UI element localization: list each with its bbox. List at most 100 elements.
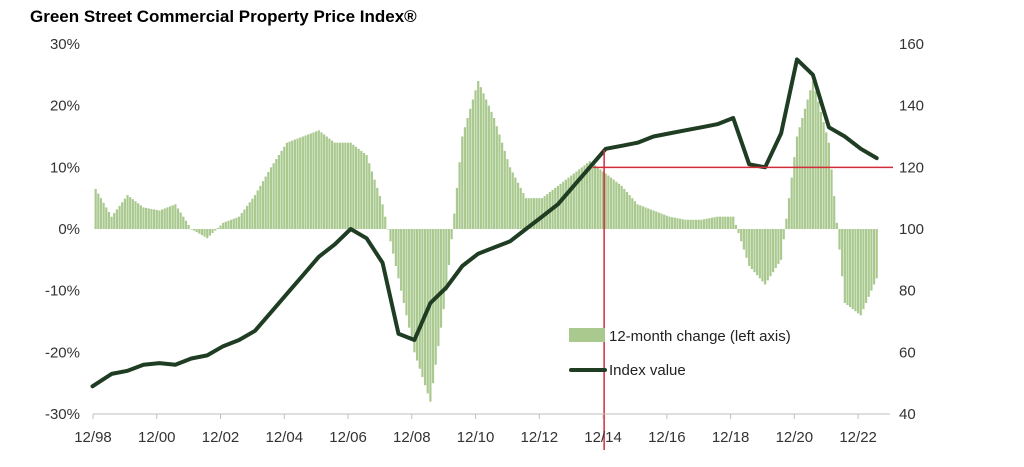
- bar-12-month-change: [532, 198, 536, 229]
- bar-12-month-change: [501, 142, 504, 229]
- bar-12-month-change: [328, 138, 331, 229]
- bar-12-month-change: [206, 229, 209, 239]
- bar-12-month-change: [293, 139, 296, 229]
- bar-12-month-change: [288, 141, 291, 229]
- bar-12-month-change: [862, 229, 865, 310]
- bar-12-month-change: [849, 229, 852, 308]
- bar-12-month-change: [309, 133, 312, 229]
- bar-12-month-change: [240, 213, 243, 229]
- bar-12-month-change: [200, 229, 204, 236]
- bar-12-month-change: [378, 196, 382, 229]
- bar-12-month-change: [774, 229, 777, 269]
- bar-12-month-change: [121, 202, 124, 229]
- bar-12-month-change: [575, 171, 578, 229]
- bar-12-month-change: [506, 159, 509, 229]
- right-axis-tick-label: 140: [899, 98, 924, 115]
- left-axis-tick-label: -30%: [45, 406, 80, 423]
- bar-12-month-change: [184, 220, 188, 229]
- x-axis-tick-label: 12/02: [202, 429, 240, 446]
- bar-12-month-change: [649, 209, 652, 229]
- bar-12-month-change: [795, 136, 799, 229]
- bar-12-month-change: [272, 163, 275, 229]
- bar-12-month-change: [275, 159, 278, 229]
- bar-12-month-change: [668, 216, 671, 229]
- bar-12-month-change: [176, 208, 180, 229]
- bar-12-month-change: [453, 213, 456, 229]
- x-axis-tick-label: 12/06: [329, 429, 367, 446]
- bar-12-month-change: [450, 229, 453, 240]
- bar-12-month-change: [748, 229, 751, 266]
- bar-12-month-change: [657, 212, 660, 229]
- bar-12-month-change: [269, 167, 273, 229]
- bar-12-month-change: [628, 195, 631, 229]
- bar-12-month-change: [219, 225, 222, 229]
- bar-12-month-change: [354, 146, 358, 229]
- bar-12-month-change: [790, 177, 793, 229]
- bar-12-month-change: [413, 229, 416, 353]
- bar-12-month-change: [716, 216, 719, 229]
- bar-12-month-change: [461, 136, 464, 229]
- bar-12-month-change: [195, 229, 198, 233]
- bar-12-month-change: [402, 229, 405, 303]
- bar-12-month-change: [609, 177, 613, 229]
- bar-12-month-change: [771, 229, 775, 273]
- bar-12-month-change: [562, 181, 565, 229]
- bar-12-month-change: [625, 192, 629, 229]
- bar-12-month-change: [307, 134, 310, 229]
- bar-12-month-change: [718, 216, 722, 229]
- bar-12-month-change: [280, 150, 283, 229]
- bar-12-month-change: [620, 185, 623, 229]
- bar-12-month-change: [822, 122, 825, 229]
- bar-12-month-change: [761, 229, 764, 282]
- bar-12-month-change: [97, 193, 100, 229]
- left-axis-tick-label: -10%: [45, 283, 80, 300]
- bar-12-month-change: [673, 217, 676, 229]
- bar-12-month-change: [708, 218, 711, 229]
- bar-12-month-change: [323, 134, 326, 229]
- bar-12-month-change: [586, 163, 589, 229]
- x-axis-tick-label: 12/16: [648, 429, 686, 446]
- bar-12-month-change: [601, 171, 605, 229]
- right-axis-tick-label: 120: [899, 159, 924, 176]
- bar-12-month-change: [556, 185, 560, 229]
- bar-12-month-change: [493, 118, 496, 229]
- bar-12-month-change: [593, 165, 597, 229]
- bar-12-month-change: [259, 185, 262, 229]
- bar-12-month-change: [835, 222, 838, 229]
- bar-12-month-change: [230, 219, 233, 229]
- bar-12-month-change: [158, 210, 161, 229]
- bar-12-month-change: [123, 198, 126, 229]
- left-axis-tick-label: -20%: [45, 344, 80, 361]
- bar-12-month-change: [854, 229, 857, 312]
- bar-12-month-change: [341, 142, 344, 229]
- bar-12-month-change: [522, 193, 525, 229]
- bar-12-month-change: [431, 229, 435, 384]
- bar-12-month-change: [809, 90, 812, 229]
- bar-12-month-change: [296, 138, 299, 229]
- bar-12-month-change: [660, 213, 663, 229]
- x-axis-tick-label: 12/20: [776, 429, 814, 446]
- bar-12-month-change: [190, 229, 193, 230]
- bar-12-month-change: [596, 167, 599, 229]
- bar-12-month-change: [150, 208, 153, 229]
- bar-12-month-change: [578, 169, 581, 229]
- bar-12-month-change: [477, 81, 480, 229]
- bar-12-month-change: [400, 229, 403, 291]
- bar-12-month-change: [663, 214, 666, 229]
- bar-12-month-change: [126, 195, 129, 229]
- bar-12-month-change: [131, 199, 134, 229]
- bar-12-month-change: [166, 207, 169, 229]
- bar-12-month-change: [466, 118, 469, 229]
- bar-12-month-change: [633, 201, 637, 229]
- bar-12-month-change: [841, 229, 844, 277]
- bar-12-month-change: [572, 173, 575, 229]
- bar-12-month-change: [639, 205, 642, 229]
- bar-12-month-change: [758, 229, 761, 279]
- bar-12-month-change: [830, 169, 833, 229]
- bar-12-month-change: [503, 150, 506, 229]
- bar-12-month-change: [245, 205, 249, 229]
- bar-12-month-change: [535, 198, 538, 229]
- bar-12-month-change: [253, 195, 257, 229]
- bar-12-month-change: [134, 201, 137, 229]
- bar-12-month-change: [469, 108, 472, 229]
